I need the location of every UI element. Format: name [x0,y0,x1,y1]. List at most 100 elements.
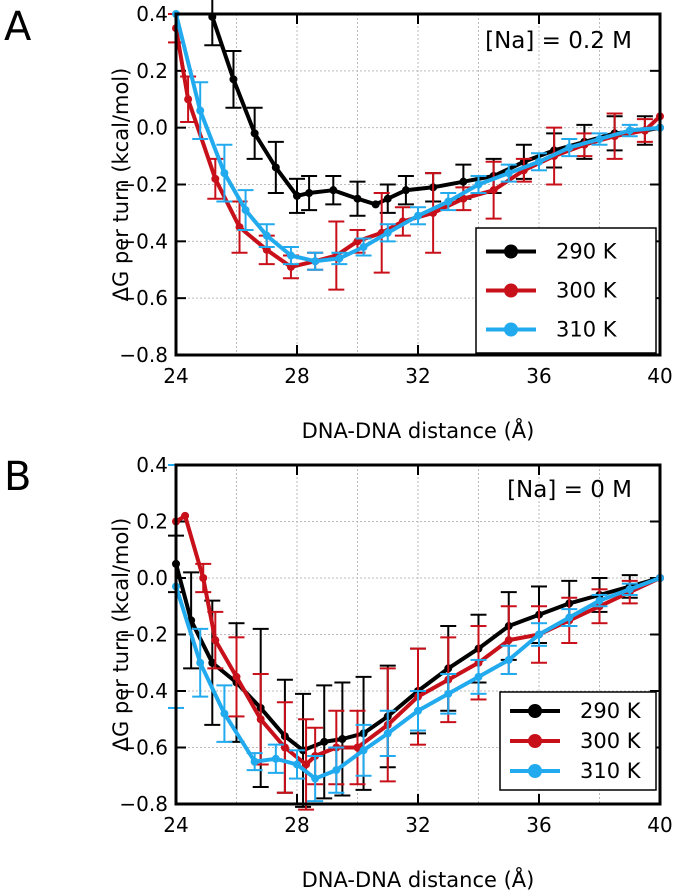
y-tick-label: −0.4 [119,679,168,703]
legend-marker [504,322,518,337]
data-point [181,511,190,520]
x-tick-label: 36 [526,813,551,837]
data-point [184,95,193,104]
data-point [444,689,453,698]
plot-frame [174,463,662,806]
data-point [311,774,320,783]
series-310K [172,10,664,271]
y-tick-label: −0.2 [119,623,168,647]
data-point [535,157,543,166]
data-point [595,596,604,605]
data-point [305,189,314,198]
x-tick-label: 40 [647,364,672,388]
data-point [262,231,271,240]
data-point [196,106,205,115]
data-point [220,169,229,178]
x-tick-label: 32 [405,813,430,837]
data-point [359,243,368,252]
panel-B: 24 28 32 36 40 0.4 0.2 0.0 −0.2 −0.4 −0.6 −0.8 [Na] … [4,453,673,892]
data-point [474,672,483,681]
y-tick-label: −0.2 [119,173,168,197]
panel-label: B [4,454,31,500]
data-point [474,180,483,189]
data-point [504,169,513,178]
y-tick-label: −0.6 [119,286,168,310]
x-axis-label: DNA-DNA distance (Å) [302,417,535,443]
y-tick-label: −0.8 [119,792,168,816]
legend-label: 290 K [556,240,618,264]
data-point [414,706,422,715]
plot-frame [174,12,662,357]
annotation-label: [Na] = 0.2 M [485,28,632,54]
y-axis-label: ΔG per turn (kcal/mol) [109,518,133,752]
data-point [311,257,320,266]
y-axis-label: ΔG per turn (kcal/mol) [109,68,133,302]
y-tick-label: −0.4 [119,229,168,253]
data-point [504,636,513,645]
data-point [359,746,368,755]
data-point [329,186,338,195]
y-tick-label: 0.4 [136,453,168,477]
x-tick-label: 40 [647,813,672,837]
y-tick-label: −0.6 [119,736,168,760]
data-point [286,251,295,260]
data-point [250,129,259,138]
data-point [271,163,280,172]
y-tick-label: 0.4 [136,2,168,26]
x-tick-label: 32 [405,364,430,388]
data-point [353,743,362,752]
y-tick-label: 0.0 [136,566,168,590]
data-point [335,254,344,263]
data-point [383,729,392,738]
data-point [199,574,208,582]
data-point [241,206,250,215]
data-point [196,658,205,667]
y-tick-label: 0.2 [136,510,168,534]
legend-label: 300 K [556,279,618,303]
x-tick-label: 28 [284,813,309,837]
legend-marker [528,764,542,778]
panel-A: 24 28 32 36 40 0.4 0.2 0.0 −0.2 −0.4 −0.6 −0.8 [Na] … [4,0,673,443]
legend-marker [528,704,542,718]
legend-label: 290 K [580,699,642,723]
data-point [459,194,468,203]
data-point [625,585,634,594]
data-point [320,737,329,746]
legend-marker [528,734,542,748]
data-point [229,75,238,84]
data-point [220,709,229,718]
legend-label: 310 K [556,318,618,342]
data-point [625,126,634,135]
data-point [256,715,265,724]
data-point [371,200,380,209]
data-point [489,186,498,195]
data-point [504,655,513,664]
data-point [271,754,280,763]
data-point [208,658,217,667]
data-point [414,211,422,220]
legend-marker [504,244,518,259]
data-point [250,757,259,766]
legend-marker [504,283,518,298]
data-point [211,174,220,183]
data-point [595,135,604,144]
data-point [535,630,543,639]
data-point [302,760,311,769]
y-tick-label: 0.0 [136,116,168,140]
x-tick-label: 36 [526,364,551,388]
data-point [211,636,220,645]
x-tick-label: 28 [284,364,309,388]
data-point [444,197,453,206]
data-point [401,186,410,195]
data-point [383,194,392,203]
data-point [293,760,301,769]
legend-label: 300 K [580,729,642,753]
data-point [332,766,341,775]
annotation-label: [Na] = 0 M [507,477,632,503]
data-point [353,194,362,203]
legend-label: 310 K [580,759,642,783]
data-point [232,672,241,681]
data-point [565,143,574,152]
y-tick-label: 0.2 [136,59,168,83]
